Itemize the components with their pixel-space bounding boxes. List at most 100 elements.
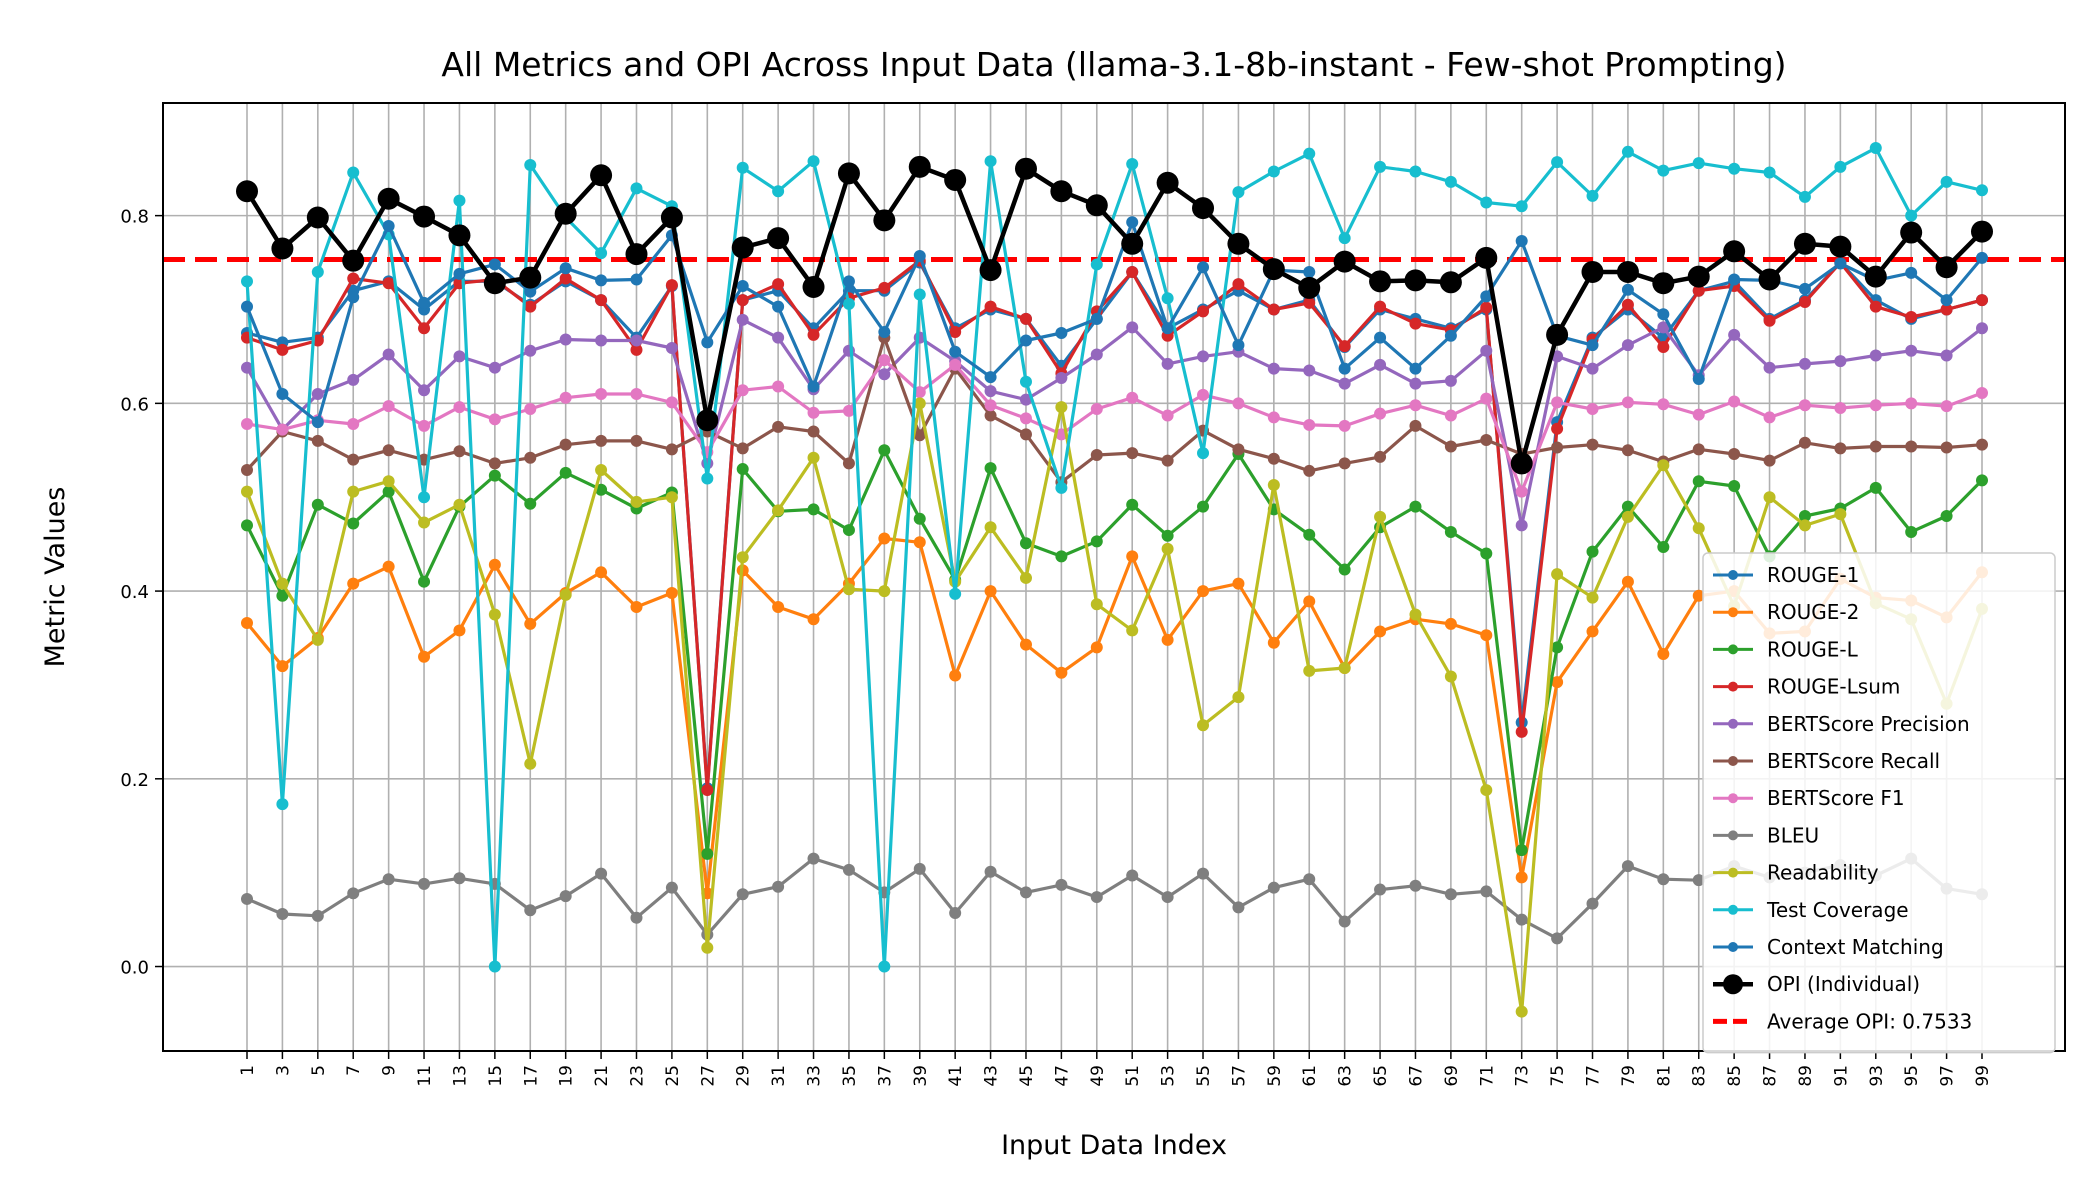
data-point xyxy=(1262,258,1285,281)
data-point xyxy=(1197,447,1210,460)
data-point xyxy=(1338,232,1351,245)
data-point xyxy=(453,350,466,363)
data-point xyxy=(1657,873,1670,886)
data-point xyxy=(1303,664,1316,677)
data-point xyxy=(1227,232,1250,255)
data-point xyxy=(1303,418,1316,431)
data-point xyxy=(1586,897,1599,910)
data-point xyxy=(1409,399,1422,412)
data-point xyxy=(1161,292,1174,305)
data-point xyxy=(1126,498,1139,511)
series-line-rouge-2 xyxy=(245,536,1984,895)
data-point xyxy=(524,904,537,917)
data-point xyxy=(1267,452,1280,465)
legend-item-rouge-1: ROUGE-1 xyxy=(1713,563,1859,587)
data-point xyxy=(1480,196,1493,209)
data-point xyxy=(311,416,324,429)
data-point xyxy=(767,227,790,250)
data-point xyxy=(1728,328,1741,341)
data-point xyxy=(665,443,678,456)
data-point xyxy=(949,345,962,358)
data-point xyxy=(595,483,608,496)
data-point xyxy=(311,265,324,278)
data-point xyxy=(908,155,931,178)
data-point xyxy=(1551,568,1564,581)
data-point xyxy=(1586,189,1599,202)
data-point xyxy=(1940,303,1953,316)
data-point xyxy=(1374,300,1387,313)
data-point xyxy=(306,206,329,229)
data-point xyxy=(1976,474,1988,487)
data-point xyxy=(1869,440,1882,453)
data-point xyxy=(736,551,749,564)
data-point xyxy=(736,384,749,397)
data-point xyxy=(241,361,253,374)
data-point xyxy=(1055,401,1068,414)
data-point xyxy=(595,334,608,347)
data-point xyxy=(1971,220,1993,243)
data-point xyxy=(630,273,643,286)
data-point xyxy=(736,442,749,455)
data-point xyxy=(1161,357,1174,370)
data-point xyxy=(772,300,785,313)
data-point xyxy=(1338,915,1351,928)
data-point xyxy=(660,206,683,229)
x-tick-label: 79 xyxy=(1619,1065,1639,1087)
data-point xyxy=(488,960,501,973)
data-point xyxy=(665,341,678,354)
series-line-rouge-lsum xyxy=(246,259,1983,792)
data-point xyxy=(382,400,395,413)
series-line-context-matching xyxy=(245,220,1984,424)
data-point xyxy=(878,326,891,339)
data-point xyxy=(1692,157,1705,170)
data-point xyxy=(1374,407,1387,420)
data-point xyxy=(1616,260,1639,283)
data-point xyxy=(1303,595,1316,608)
data-point xyxy=(1480,885,1493,898)
data-point xyxy=(1232,901,1245,914)
data-point xyxy=(1940,175,1953,188)
legend-label: ROUGE-2 xyxy=(1767,600,1859,624)
data-point xyxy=(1338,457,1351,470)
x-tick-label: 57 xyxy=(1229,1065,1249,1087)
y-tick-label: 0.6 xyxy=(120,394,149,415)
data-point xyxy=(236,180,258,203)
data-point xyxy=(1369,270,1392,293)
y-axis-ticks: 0.0 0.2 0.4 0.6 0.8 xyxy=(120,207,163,979)
data-point xyxy=(347,272,360,285)
data-point xyxy=(1798,436,1811,449)
data-point xyxy=(1551,641,1564,654)
data-point xyxy=(1798,282,1811,295)
data-point xyxy=(1551,676,1564,689)
data-point xyxy=(559,438,572,451)
data-point xyxy=(453,267,466,280)
data-point xyxy=(807,425,820,438)
x-tick-label: 47 xyxy=(1052,1065,1072,1087)
data-point xyxy=(1905,209,1918,222)
legend-label: BERTScore F1 xyxy=(1767,786,1905,810)
data-point xyxy=(1232,278,1245,291)
data-point xyxy=(559,588,572,601)
data-point xyxy=(311,909,324,922)
data-point xyxy=(1728,162,1741,175)
data-point xyxy=(241,616,253,629)
data-point xyxy=(1692,284,1705,297)
data-point xyxy=(1657,647,1670,660)
data-point xyxy=(559,890,572,903)
legend-item-bertscore-recall: BERTScore Recall xyxy=(1713,749,1940,773)
data-point xyxy=(807,852,820,865)
data-point xyxy=(1197,719,1210,732)
data-point xyxy=(701,847,714,860)
legend-item-bleu: BLEU xyxy=(1713,823,1819,847)
data-point xyxy=(1409,165,1422,178)
data-point xyxy=(1652,272,1675,295)
data-point xyxy=(1976,387,1988,400)
legend-label: Readability xyxy=(1767,861,1879,885)
data-point xyxy=(701,472,714,485)
data-point xyxy=(1798,519,1811,532)
data-point xyxy=(1586,362,1599,375)
data-point xyxy=(382,485,395,498)
x-tick-label: 43 xyxy=(982,1065,1002,1087)
legend-item-rouge-2: ROUGE-2 xyxy=(1713,600,1859,624)
data-point xyxy=(418,296,431,309)
